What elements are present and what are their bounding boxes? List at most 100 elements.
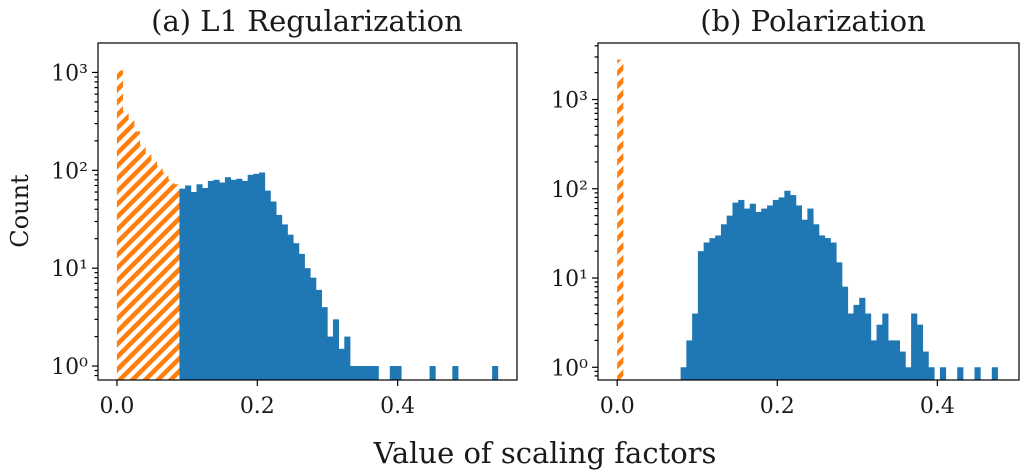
kept-bar [755,211,762,380]
kept-bar [893,340,900,380]
y-tick-label: 10² [551,178,588,203]
kept-bar [870,340,877,380]
kept-bar [697,251,705,380]
kept-bar [830,242,837,380]
x-tick-label: 0.4 [380,394,415,419]
y-tick-label: 10⁰ [551,356,588,381]
y-tick-label: 10¹ [551,267,588,292]
kept-bar [922,351,929,380]
kept-bar [692,313,699,380]
kept-bar [749,203,756,380]
kept-bar [207,180,214,380]
kept-bar [315,289,322,380]
kept-bar [264,190,271,380]
x-tick-label: 0.0 [600,394,635,419]
shared-x-axis-label: Value of scaling factors [373,436,717,470]
kept-bar [395,366,402,380]
pruned-bar [617,59,624,380]
kept-bar [991,367,998,380]
kept-bar [726,215,733,380]
kept-bar [818,235,826,380]
kept-bar [911,313,918,380]
y-axis-label: Count [6,174,34,248]
kept-bar [743,208,751,380]
kept-bar [928,367,935,380]
pruned-bar [145,153,152,380]
kept-bar [905,367,912,380]
kept-bar [801,219,808,380]
x-tick-label: 0.0 [99,394,134,419]
x-tick-label: 0.4 [920,394,955,419]
kept-bar [185,185,192,380]
kept-bar [790,195,797,380]
kept-bar [761,208,768,380]
pruned-bar [173,184,180,380]
kept-bar [429,366,436,380]
kept-bar [344,336,351,380]
kept-bar [853,304,860,380]
kept-bar [304,268,311,380]
kept-bar [882,313,889,380]
panel-b-frame [597,42,1020,381]
kept-bar [795,205,803,380]
kept-bar [738,199,745,380]
kept-bar [847,313,854,380]
kept-bar [224,177,232,380]
kept-bar [732,202,739,380]
pruned-bar [116,70,123,380]
kept-bar [310,277,317,380]
kept-bar [219,182,226,380]
pruned-bar [168,179,175,380]
kept-bar [813,224,820,380]
panel-a-frame [97,42,518,381]
pruned-bar [122,111,129,381]
kept-bar [865,313,872,380]
x-tick-label: 0.2 [760,394,795,419]
kept-bar [784,190,791,380]
kept-bar [196,184,203,380]
panel-b-ticks: 0.0 0.2 0.4 10⁰ 10¹ 10² 10³ [551,45,955,419]
kept-bar [824,238,831,380]
kept-bar [202,187,209,380]
kept-bar [270,201,277,380]
y-tick-label: 10¹ [51,257,88,282]
pruned-bar [139,145,146,380]
kept-bar [939,367,947,380]
kept-bar [709,238,716,380]
kept-bar [332,319,340,380]
kept-bar [355,366,362,380]
kept-bar [321,307,328,380]
pruned-bar [156,166,163,380]
kept-bar [452,366,459,380]
kept-bar [293,243,300,380]
kept-bar [287,234,294,380]
kept-bar [338,348,345,380]
kept-bar [367,366,374,380]
kept-bar [916,324,924,380]
kept-bar [361,366,368,380]
kept-bar [492,366,499,380]
pruned-bar [133,131,141,380]
kept-bar [876,324,883,380]
kept-bar [836,262,843,380]
kept-bar [350,366,357,380]
panel-b-title: (b) Polarization [700,4,926,38]
panel-polarization: (b) Polarization 0.0 0.2 0.4 10⁰ 10¹ 10² 10³ [551,4,1020,419]
kept-bar [389,366,396,380]
kept-bar [253,173,260,380]
panel-a-ticks: 0.0 0.2 0.4 10⁰ 10¹ 10² 10³ [51,61,415,419]
kept-bar [778,197,785,380]
kept-bar [259,172,266,380]
kept-bar [236,178,243,380]
kept-bar [327,336,334,380]
kept-bar [281,224,288,380]
y-tick-label: 10³ [51,61,88,86]
kept-bar [859,297,866,380]
kept-bar [841,286,849,380]
pruned-bar [162,172,169,380]
kept-bar [298,253,305,380]
kept-bar [276,214,283,380]
y-tick-label: 10² [51,159,88,184]
kept-bar [686,340,693,380]
kept-bar [899,351,906,380]
